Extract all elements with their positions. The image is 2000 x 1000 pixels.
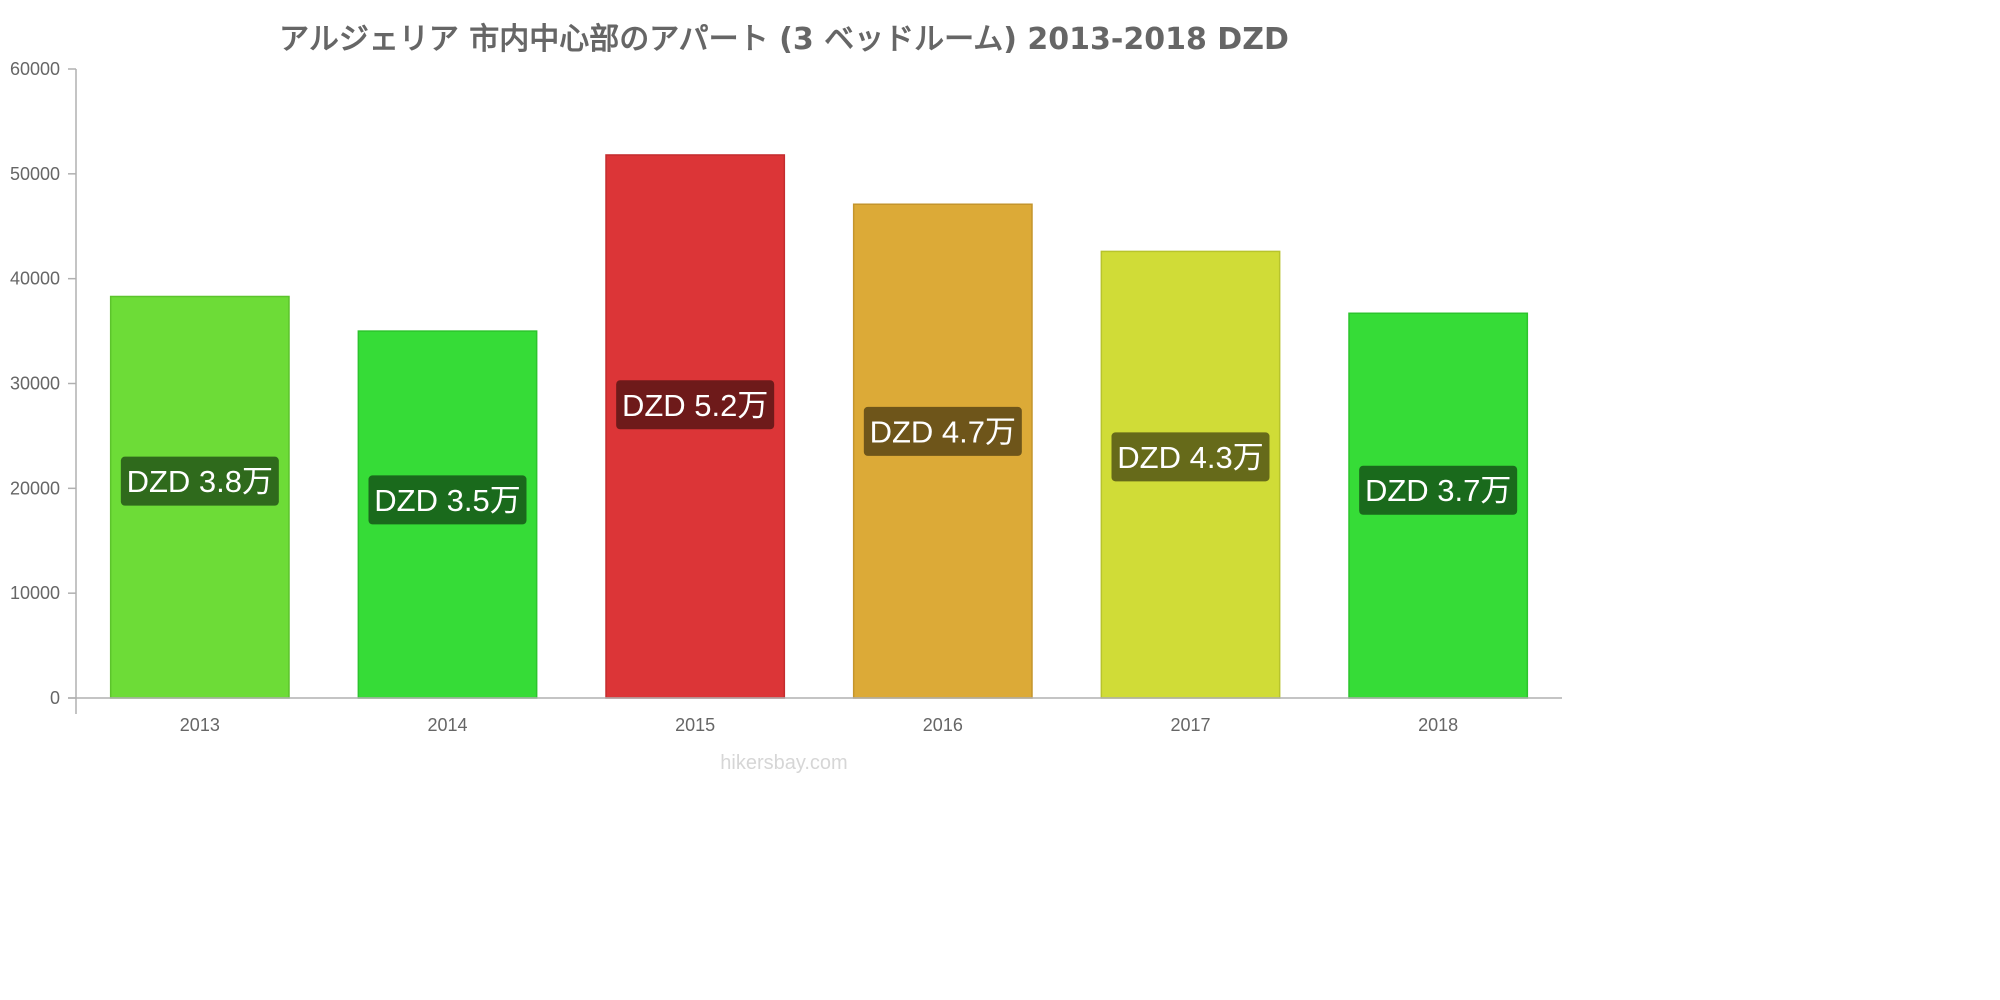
bar-chart: 0 10000 20000 30000 40000 50000 60000 DZD 3.8万… bbox=[10, 59, 1562, 735]
value-label-2015: DZD 5.2万 bbox=[622, 388, 768, 423]
value-label-badge-2015 bbox=[616, 380, 775, 430]
value-label-badge-2018 bbox=[1359, 465, 1518, 515]
value-label-badge-2016 bbox=[863, 406, 1022, 456]
y-tick-label: 10000 bbox=[10, 583, 60, 603]
x-axis-ticks: 2013 2014 2015 2016 2017 2018 bbox=[180, 715, 1458, 735]
value-label-badge-2014 bbox=[368, 475, 527, 525]
value-label-badge-2013 bbox=[120, 456, 279, 506]
y-tick-label: 20000 bbox=[10, 478, 60, 498]
y-tick-label: 30000 bbox=[10, 374, 60, 394]
x-tick-label-2018: 2018 bbox=[1418, 715, 1458, 735]
value-label-badge-2017 bbox=[1111, 432, 1270, 482]
y-tick-label: 50000 bbox=[10, 164, 60, 184]
y-tick-label: 40000 bbox=[10, 269, 60, 289]
x-tick-label-2017: 2017 bbox=[1170, 715, 1210, 735]
y-tick-label: 60000 bbox=[10, 59, 60, 79]
y-axis-ticks: 0 10000 20000 30000 40000 50000 60000 bbox=[10, 59, 76, 708]
value-label-2013: DZD 3.8万 bbox=[127, 464, 273, 499]
watermark: hikersbay.com bbox=[720, 752, 848, 774]
x-tick-label-2016: 2016 bbox=[923, 715, 963, 735]
y-tick-label: 0 bbox=[50, 688, 60, 708]
x-tick-label-2013: 2013 bbox=[180, 715, 220, 735]
x-tick-label-2014: 2014 bbox=[427, 715, 467, 735]
value-label-2016: DZD 4.7万 bbox=[870, 414, 1016, 449]
chart-title: アルジェリア 市内中心部のアパート (3 ベッドルーム) 2013-2018 D… bbox=[279, 22, 1289, 57]
value-label-2014: DZD 3.5万 bbox=[374, 483, 520, 518]
x-tick-label-2015: 2015 bbox=[675, 715, 715, 735]
bars-group: DZD 3.8万 DZD 3.5万 DZD 5.2万 DZD 4.7万 DZD 4.3万… bbox=[109, 154, 1529, 699]
value-label-2017: DZD 4.3万 bbox=[1117, 440, 1263, 475]
value-label-2018: DZD 3.7万 bbox=[1365, 473, 1511, 508]
